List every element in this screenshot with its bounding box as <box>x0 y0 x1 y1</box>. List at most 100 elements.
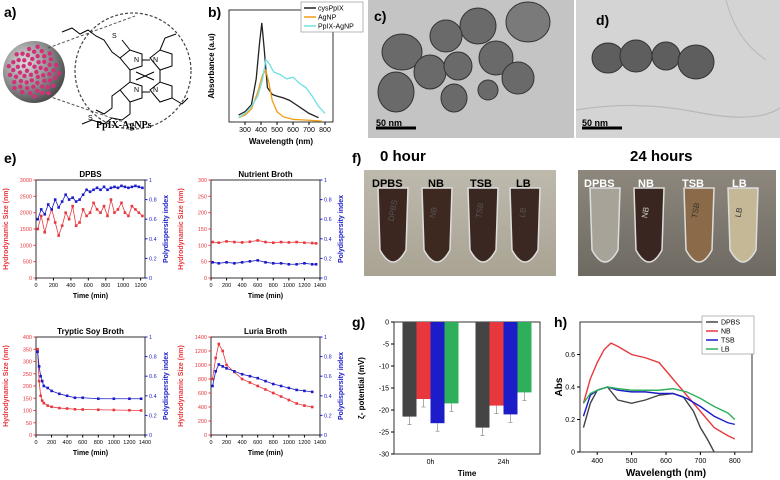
data-point <box>73 396 77 400</box>
x-axis-label: Time (min) <box>248 450 283 457</box>
x-tick-label: 400 <box>63 440 72 446</box>
x-tick-label: 24h <box>498 459 510 466</box>
data-point <box>50 405 53 409</box>
data-point <box>57 234 60 237</box>
data-point <box>39 214 43 218</box>
data-point <box>50 208 53 211</box>
data-point <box>134 184 137 188</box>
plot-frame <box>210 336 321 436</box>
y-left-tick-label: 0 <box>29 433 32 439</box>
y-left-tick-label: 1200 <box>195 349 207 355</box>
surface-ligand-dot <box>22 73 27 79</box>
x-tick-label: 400 <box>238 283 247 289</box>
nitrogen-atom-label: N <box>134 87 139 94</box>
data-point <box>36 347 39 351</box>
tube-label: NB <box>638 178 654 190</box>
y-left-tick-label: 100 <box>198 243 207 249</box>
x-tick-label: 600 <box>253 440 262 446</box>
surface-ligand-dot <box>47 51 52 56</box>
tem-particles <box>576 0 780 138</box>
data-point <box>137 185 141 189</box>
surface-ligand-dot <box>18 84 23 89</box>
y-left-axis-label: Hydrodynamic Size (nm) <box>3 345 10 427</box>
panel-label-c: c) <box>374 8 387 24</box>
data-point <box>128 397 131 401</box>
data-point <box>46 386 49 390</box>
data-point <box>74 200 78 203</box>
series-line-PpIX-AgNP <box>238 58 326 119</box>
surface-ligand-dot <box>35 74 41 80</box>
data-point <box>221 349 224 353</box>
data-point <box>123 211 127 214</box>
nanoparticle-caption: PpIX-AgNPs <box>96 120 152 131</box>
y-left-tick-label: 400 <box>23 335 32 341</box>
y-left-tick-label: 300 <box>23 360 32 366</box>
data-point <box>46 217 50 221</box>
y-left-tick-label: 2500 <box>20 194 32 200</box>
data-point <box>95 208 99 211</box>
data-point <box>42 384 46 388</box>
data-point <box>287 262 291 266</box>
surface-ligand-dot <box>32 94 38 99</box>
chart-h-absorbance: 400 500 600 700 800 0 0.2 0.4 0.6 DPBS NB TSB LB Wave… <box>554 315 755 479</box>
legend: DPBS NB TSB LB <box>701 315 755 355</box>
y-tick-label: -25 <box>379 430 389 437</box>
data-point <box>88 211 92 214</box>
data-point <box>141 186 144 190</box>
panel-label-f: f) <box>352 150 362 166</box>
x-tick-label: 0 <box>34 283 37 289</box>
data-point <box>264 379 267 383</box>
y-right-tick-label: 1 <box>149 335 152 341</box>
scale-bar-label: 50 nm <box>582 118 609 128</box>
y-left-tick-label: 100 <box>23 409 32 415</box>
surface-ligand-dot <box>24 80 29 85</box>
x-tick-label: 1000 <box>283 283 295 289</box>
y-tick-label: 0.2 <box>565 417 575 424</box>
data-point <box>264 261 267 264</box>
y-left-axis-label: Hydrodynamic Size (nm) <box>178 345 185 427</box>
surface-ligand-dot <box>42 53 47 59</box>
data-point <box>58 406 61 410</box>
data-point <box>40 379 44 383</box>
chart-title: DPBS <box>79 170 102 179</box>
data-point <box>96 408 100 412</box>
surface-ligand-dot <box>15 64 21 70</box>
surface-ligand-dot <box>31 49 37 54</box>
nanoparticle-schematic: S S N N N N <box>3 12 192 130</box>
data-point <box>60 224 64 228</box>
x-tick-label: 1200 <box>298 283 310 289</box>
data-point <box>65 407 69 410</box>
data-point <box>287 386 291 390</box>
time-label-0h: 0 hour <box>380 148 426 165</box>
panel-label-h: h) <box>554 314 568 330</box>
data-point <box>95 186 99 190</box>
data-point <box>81 396 85 400</box>
sulfur-atom-label: S <box>88 115 93 122</box>
surface-ligand-dot <box>21 63 26 69</box>
data-point <box>40 399 44 402</box>
y-left-tick-label: 250 <box>198 194 207 200</box>
tube-label: LB <box>516 178 531 190</box>
y-tick-label: -30 <box>379 452 389 459</box>
legend-label: TSB <box>721 338 735 345</box>
data-point <box>303 389 306 393</box>
data-point <box>295 262 298 266</box>
y-right-tick-label: 0.6 <box>149 374 157 380</box>
data-point <box>233 240 236 244</box>
surface-ligand-dot <box>17 70 23 75</box>
y-right-tick-label: 0.4 <box>324 394 332 400</box>
y-right-tick-label: 0 <box>149 276 152 282</box>
y-left-tick-label: 150 <box>198 227 207 233</box>
surface-ligand-dot <box>27 90 33 96</box>
surface-ligand-dot <box>20 51 25 56</box>
surface-ligand-dot <box>24 68 30 73</box>
nitrogen-atom-label: N <box>134 57 139 64</box>
data-point <box>295 240 298 244</box>
data-point <box>225 367 228 370</box>
plot-frame <box>35 179 146 279</box>
data-point <box>211 384 214 388</box>
data-point <box>67 198 71 201</box>
series-line-DPBS <box>582 386 715 453</box>
y-left-tick-label: 200 <box>23 384 32 390</box>
